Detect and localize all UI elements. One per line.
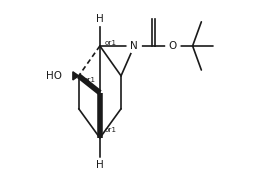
Text: H: H: [96, 14, 104, 24]
Text: or1: or1: [105, 40, 117, 46]
Text: N: N: [130, 41, 138, 51]
Text: HO: HO: [46, 71, 62, 81]
Text: or1: or1: [105, 127, 117, 133]
Circle shape: [93, 158, 106, 171]
Circle shape: [45, 67, 63, 85]
Circle shape: [93, 12, 106, 25]
Text: or1: or1: [83, 77, 95, 83]
Circle shape: [127, 39, 141, 53]
Text: H: H: [96, 160, 104, 170]
Polygon shape: [73, 72, 79, 80]
Text: O: O: [169, 41, 177, 51]
Circle shape: [166, 39, 180, 53]
